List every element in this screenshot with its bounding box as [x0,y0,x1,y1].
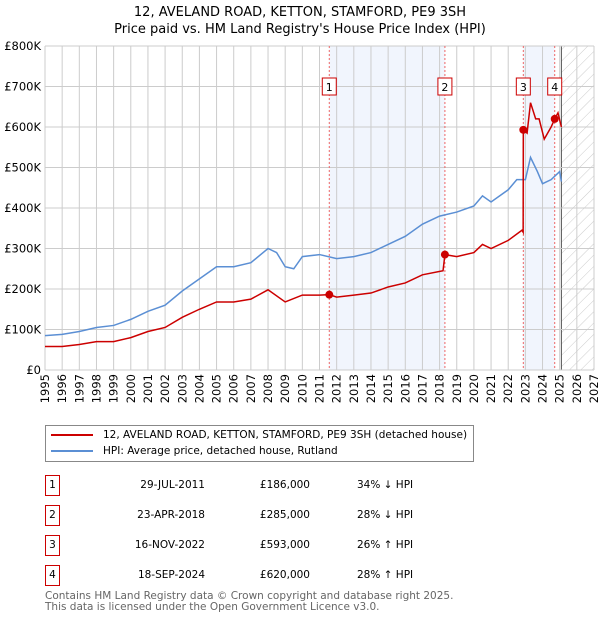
property-series-line [45,102,563,348]
footer: Contains HM Land Registry data © Crown c… [45,591,453,613]
x-tick-label: 1999 [107,374,121,403]
footer-line: Contains HM Land Registry data © Crown c… [45,590,454,602]
x-tick-label: 2017 [415,374,429,403]
title-line: 12, AVELAND ROAD, KETTON, STAMFORD, PE9 … [133,5,467,20]
hpi-series-line [44,155,563,337]
sale-label-box [547,77,563,96]
sale-hpi: 34% ↓ HPI [357,479,414,491]
sale-date: 18-SEP-2024 [137,569,205,581]
sale-badge: 3 [45,535,60,556]
sale-badge: 2 [45,505,60,526]
x-tick-label: 2006 [227,374,241,403]
x-tick-label: 2012 [330,374,344,403]
x-tick-label: 2026 [570,374,584,403]
legend-swatch-red [51,434,93,436]
y-tick-label: £700K [4,80,41,94]
y-tick-label: £800K [4,39,41,53]
sale-badge: 1 [45,475,60,496]
x-tick-label: 2005 [210,374,224,403]
x-tick-label: 2020 [467,374,481,403]
sale-row: 1 29-JUL-2011 £186,000 34% ↓ HPI [45,475,465,496]
footer-line: This data is licensed under the Open Gov… [45,601,380,613]
y-tick-label: £0 [26,363,41,377]
sale-label: 2 [441,81,448,94]
sale-row: 3 16-NOV-2022 £593,000 26% ↑ HPI [45,535,465,556]
x-tick-label: 1997 [72,374,86,403]
x-tick-label: 2010 [295,374,309,403]
y-tick-label: £600K [4,120,41,134]
sale-date: 23-APR-2018 [137,509,205,521]
y-tick-label: £200K [4,282,41,296]
x-tick-label: 2024 [536,374,550,403]
y-tick-label: £100K [4,323,41,337]
sale-label-box [437,77,453,96]
sale-date: 29-JUL-2011 [140,479,205,491]
x-tick-label: 2014 [364,374,378,403]
sale-label-box [515,77,531,96]
subtitle-line: Price paid vs. HM Land Registry's House … [114,22,486,37]
sale-label: 3 [520,81,527,94]
x-tick-label: 2025 [553,374,567,403]
legend: 12, AVELAND ROAD, KETTON, STAMFORD, PE9 … [45,425,474,462]
sale-point [550,114,559,123]
x-tick-label: 2008 [261,374,275,403]
x-tick-label: 2007 [244,374,258,403]
x-tick-label: 2016 [398,374,412,403]
x-tick-label: 2004 [192,374,206,403]
sale-price: £593,000 [259,539,310,551]
chart-title: 12, AVELAND ROAD, KETTON, STAMFORD, PE9 … [0,4,600,38]
y-tick-label: £300K [4,242,41,256]
sale-row: 2 23-APR-2018 £285,000 28% ↓ HPI [45,505,465,526]
x-tick-label: 1998 [89,374,103,403]
x-tick-label: 2009 [278,374,292,403]
x-tick-label: 2018 [433,374,447,403]
legend-swatch-blue [51,450,93,452]
x-tick-label: 2022 [501,374,515,403]
x-tick-label: 1996 [55,374,69,403]
sale-row: 4 18-SEP-2024 £620,000 28% ↑ HPI [45,565,465,586]
x-tick-label: 2002 [158,374,172,403]
x-tick-label: 2013 [347,374,361,403]
y-tick-label: £400K [4,201,41,215]
x-tick-label: 2027 [587,374,600,403]
x-tick-label: 2001 [141,374,155,403]
sale-date: 16-NOV-2022 [134,539,205,551]
sale-price: £186,000 [259,479,310,491]
x-tick-label: 2019 [450,374,464,403]
sale-price: £620,000 [259,569,310,581]
x-tick-label: 2003 [175,374,189,403]
x-tick-label: 1995 [38,374,52,403]
chart-svg: 1995 1996 1997 1998 1999 2000 2001 2002 2003 2004… [4,39,600,403]
sale-badge: 4 [45,565,60,586]
legend-label: 12, AVELAND ROAD, KETTON, STAMFORD, PE9 … [103,429,468,441]
y-tick-label: £500K [4,161,41,175]
legend-label: HPI: Average price, detached house, Rutl… [103,445,338,457]
sale-hpi: 28% ↑ HPI [357,569,414,581]
legend-item-property: 12, AVELAND ROAD, KETTON, STAMFORD, PE9 … [51,429,467,441]
x-tick-label: 2000 [124,374,138,403]
sale-price: £285,000 [259,509,310,521]
x-tick-label: 2023 [518,374,532,403]
sale-label: 4 [551,81,558,94]
legend-item-hpi: HPI: Average price, detached house, Rutl… [51,445,338,457]
x-tick-label: 2011 [313,374,327,403]
sale-label: 1 [326,81,333,94]
sale-point [325,290,334,299]
sale-hpi: 26% ↑ HPI [357,539,414,551]
x-tick-label: 2015 [381,374,395,403]
sale-point [519,125,528,134]
sale-hpi: 28% ↓ HPI [357,509,414,521]
sale-point [440,250,449,259]
x-tick-label: 2021 [484,374,498,403]
sale-label-box [321,77,337,96]
